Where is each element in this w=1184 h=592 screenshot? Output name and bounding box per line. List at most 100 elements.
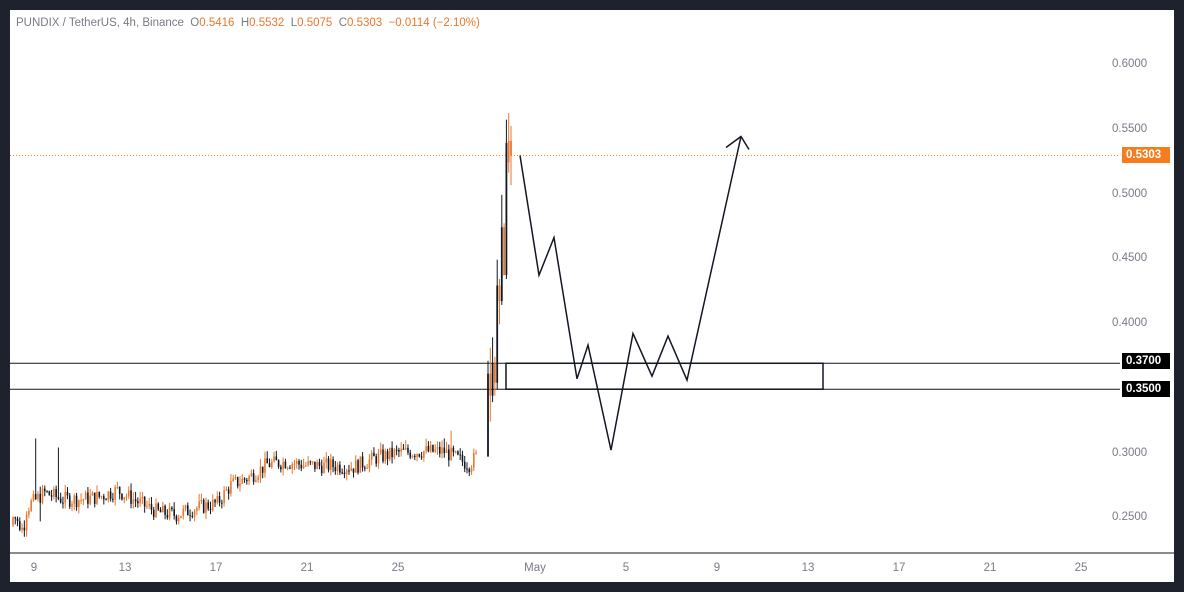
candle-body [150, 503, 153, 510]
candle-body [16, 518, 19, 522]
candle-body [266, 458, 269, 464]
candle-body [164, 505, 166, 516]
projection-path [519, 136, 742, 451]
candle-body [107, 491, 110, 500]
price-axis-label: 0.6000 [1112, 58, 1148, 70]
candle-body [300, 464, 303, 469]
candle-body [350, 468, 353, 471]
candle-body [243, 478, 246, 480]
price-axis-label: 0.4500 [1112, 252, 1148, 264]
candle-body [148, 503, 150, 506]
time-axis-label: 25 [391, 562, 405, 574]
close-value: 0.5303 [347, 17, 383, 29]
candle-body [298, 461, 300, 465]
candle-body [159, 509, 162, 513]
candle-body [261, 466, 264, 473]
candle-body [264, 458, 266, 473]
candle-body [39, 493, 42, 503]
candle-body [382, 449, 384, 462]
candle-body [336, 464, 339, 472]
candle-body [291, 464, 294, 469]
candle-body [432, 445, 434, 452]
time-axis-label: 13 [801, 562, 815, 574]
candle-body [323, 462, 325, 474]
candle-body [132, 499, 135, 504]
price-axis-label: 0.2500 [1112, 511, 1148, 523]
candle-body [19, 521, 21, 530]
candle-body [173, 509, 175, 516]
candle-body [25, 514, 28, 531]
time-axis-label: 17 [892, 562, 906, 574]
candle-body [166, 515, 169, 518]
candle-body [373, 452, 375, 457]
candle-body [425, 446, 427, 452]
candle-body [96, 491, 98, 504]
candle-body [227, 489, 230, 494]
candle-body [50, 495, 53, 497]
candle-body [491, 363, 494, 396]
candle-body [225, 489, 228, 491]
chart-canvas[interactable] [10, 10, 1174, 582]
time-axis-label: 21 [983, 562, 997, 574]
candle-body [182, 508, 185, 516]
candle-body [436, 446, 439, 450]
candle-body [330, 459, 332, 470]
candle-body [314, 461, 316, 470]
candle-body [41, 488, 44, 503]
price-axis-label: 0.3000 [1112, 447, 1148, 459]
candle-body [214, 499, 216, 503]
chart-frame[interactable]: PUNDIX / TetherUS, 4h, Binance O0.5416 H… [10, 10, 1174, 582]
candle-body [366, 467, 368, 469]
time-axis-label: 9 [713, 562, 721, 574]
candle-body [209, 508, 212, 511]
candle-body [364, 467, 366, 469]
candle-body [259, 466, 262, 478]
candle-body [59, 498, 62, 503]
candle-body [93, 492, 96, 504]
candle-body [121, 493, 123, 500]
candle-body [257, 477, 259, 481]
zone-upper-price-tag: 0.3700 [1122, 353, 1170, 369]
candle-body [400, 448, 402, 452]
candle-body [57, 496, 60, 499]
candle-body [37, 493, 39, 500]
candle-body [284, 461, 287, 469]
candle-body [241, 478, 244, 484]
candle-body [384, 451, 387, 462]
candle-body [466, 468, 468, 470]
candle-body [441, 447, 443, 454]
candle-body [152, 509, 155, 518]
candle-body [171, 507, 173, 510]
candle-body [418, 454, 421, 457]
candle-body [112, 498, 114, 500]
candle-body [450, 447, 452, 461]
candle-body [66, 492, 69, 496]
candle-body [71, 503, 73, 507]
candle-body [246, 479, 248, 482]
candle-body [98, 491, 101, 497]
candle-body [84, 492, 87, 500]
candle-body [221, 502, 223, 504]
candle-body [143, 496, 146, 507]
candle-body [496, 285, 499, 383]
candle-body [332, 459, 334, 468]
candle-body [386, 451, 389, 460]
candle-body [43, 488, 46, 492]
candle-body [320, 465, 323, 474]
candle-body [503, 227, 505, 276]
candle-body [348, 470, 350, 472]
candle-body [87, 492, 89, 504]
candle-body [468, 469, 471, 473]
candle-body [389, 447, 391, 460]
candle-body [239, 483, 241, 487]
candle-body [459, 454, 461, 456]
time-axis-label: 25 [1074, 562, 1088, 574]
candle-body [434, 449, 437, 452]
candle-body [268, 463, 271, 468]
candle-body [305, 465, 307, 467]
candle-body [423, 451, 425, 458]
time-axis-label: 5 [622, 562, 630, 574]
candle-body [416, 454, 418, 457]
candle-body [393, 449, 396, 458]
candle-body [359, 456, 362, 473]
